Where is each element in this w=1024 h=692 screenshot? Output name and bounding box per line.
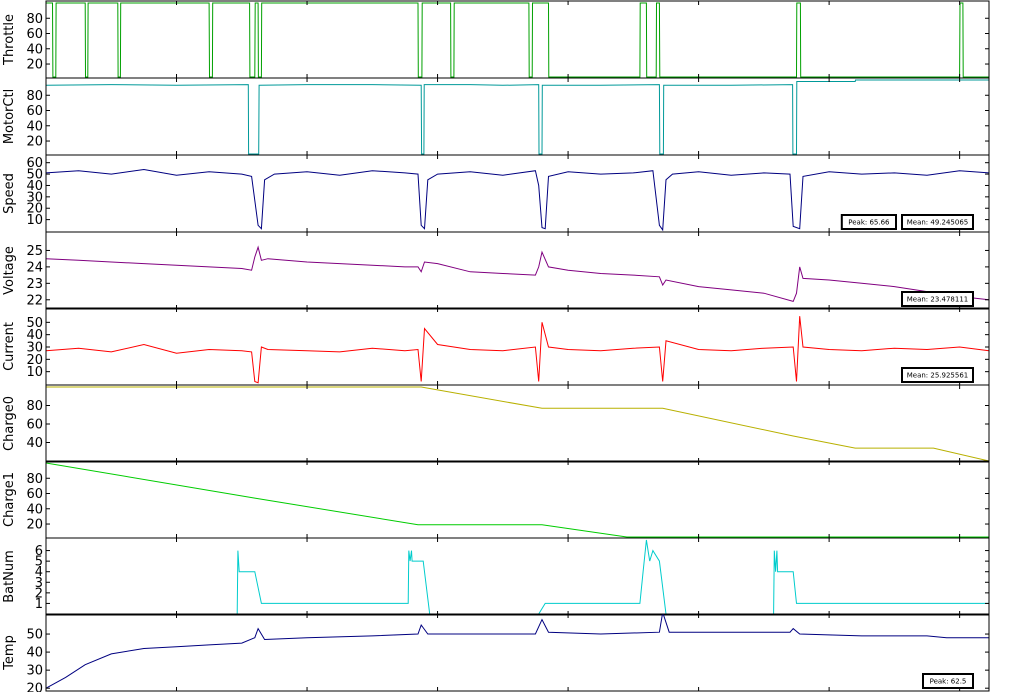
y-tick-label: 80 <box>26 89 43 104</box>
y-tick-label: 50 <box>26 316 43 331</box>
series-line-temp <box>46 614 989 689</box>
series-line-motorctl <box>46 79 989 155</box>
y-tick-label: 60 <box>26 104 43 119</box>
y-tick-label: 80 <box>26 399 43 414</box>
y-tick-label: 1 <box>35 597 43 612</box>
y-tick-label: 5 <box>35 555 43 570</box>
y-axis-label: Voltage <box>2 246 17 295</box>
y-tick-label: 20 <box>26 682 43 692</box>
y-tick-label: 20 <box>26 202 43 217</box>
y-tick-label: 20 <box>26 353 43 368</box>
y-tick-label: 22 <box>26 293 43 308</box>
y-tick-label: 80 <box>26 472 43 487</box>
series-line-throttle <box>46 2 989 78</box>
y-tick-label: 40 <box>26 179 43 194</box>
y-tick-label: 60 <box>26 156 43 171</box>
y-tick-label: 40 <box>26 502 43 517</box>
y-tick-label: 40 <box>26 436 43 451</box>
annotation-box <box>901 291 974 307</box>
series-line-charge0 <box>46 386 989 462</box>
annotation-box <box>901 214 974 230</box>
y-tick-label: 50 <box>26 168 43 183</box>
y-tick-label: 10 <box>26 365 43 380</box>
annotation-box <box>840 214 897 230</box>
series-line-current <box>46 316 989 384</box>
y-tick-label: 4 <box>35 565 43 580</box>
annotation-box <box>901 367 974 383</box>
y-tick-label: 6 <box>35 544 43 559</box>
y-tick-label: 50 <box>26 628 43 643</box>
y-tick-label: 3 <box>35 576 43 591</box>
annotation-label: Mean: 23.478111 <box>907 296 969 304</box>
y-axis-label: Charge0 <box>2 396 17 451</box>
y-tick-label: 24 <box>26 260 43 275</box>
y-axis-label: Charge1 <box>2 472 17 527</box>
annotation-label: Peak: 62.5 <box>930 678 967 686</box>
y-tick-label: 25 <box>26 244 43 259</box>
y-axis-label: Current <box>2 322 17 371</box>
series-line-voltage <box>46 245 989 303</box>
y-axis-label: Throttle <box>2 14 17 66</box>
y-tick-label: 30 <box>26 664 43 679</box>
series-line-speed <box>46 168 989 232</box>
y-tick-label: 20 <box>26 135 43 150</box>
panel-frame <box>45 537 990 616</box>
y-tick-label: 40 <box>26 119 43 134</box>
y-tick-label: 2 <box>35 586 43 601</box>
y-tick-label: 40 <box>26 328 43 343</box>
y-tick-label: 30 <box>26 190 43 205</box>
annotation-box <box>922 673 974 689</box>
y-tick-label: 23 <box>26 277 43 292</box>
y-axis-label: Speed <box>2 173 17 214</box>
series-line-charge1 <box>46 462 989 538</box>
y-tick-label: 40 <box>26 42 43 57</box>
y-tick-label: 10 <box>26 213 43 228</box>
y-tick-label: 60 <box>26 27 43 42</box>
y-tick-label: 20 <box>26 58 43 73</box>
y-tick-label: 40 <box>26 646 43 661</box>
panel-charge0: 40 60 80 Charge0 <box>2 384 990 463</box>
y-tick-label: 60 <box>26 487 43 502</box>
annotation-label: Peak: 65.66 <box>848 219 890 227</box>
y-tick-label: 30 <box>26 341 43 356</box>
annotation-label: Mean: 49.245065 <box>907 219 969 227</box>
annotation-label: Mean: 25.925561 <box>907 372 969 380</box>
y-tick-label: 20 <box>26 518 43 533</box>
panel-temp: 20 30 40 50 Temp Peak: 62.5 <box>2 613 990 692</box>
y-axis-label: MotorCtl <box>2 89 17 144</box>
panel-frame <box>45 231 990 310</box>
y-axis-label: BatNum <box>2 550 17 603</box>
y-axis-label: Temp <box>2 635 17 671</box>
y-tick-label: 80 <box>26 12 43 27</box>
y-tick-label: 60 <box>26 418 43 433</box>
series-line-batnum <box>46 539 989 615</box>
